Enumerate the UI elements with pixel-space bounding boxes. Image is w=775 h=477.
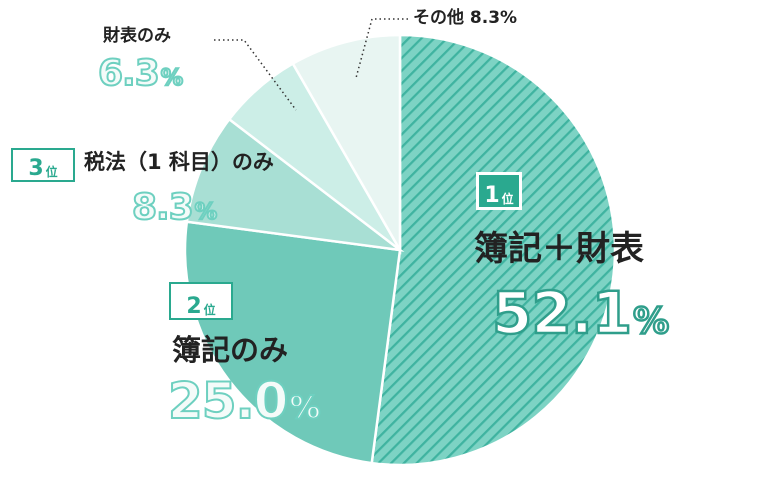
slice-other (291, 33, 402, 255)
value-unit: % (632, 301, 671, 342)
rank-number: 1 (484, 183, 500, 208)
rank-number: 3 (28, 156, 44, 181)
slice-boki-only (183, 220, 402, 465)
value-number: 52.1 (491, 279, 634, 347)
slice-value-boki-only: 25.0% (167, 375, 321, 427)
rank-badge-2: 2 位 (169, 282, 233, 320)
slice-label-other: その他 8.3% (413, 8, 518, 28)
rank-badge-1: 1 位 (476, 172, 522, 210)
slice-label-boki-zaihyo: 簿記＋財表 (474, 229, 644, 269)
slice-boki-zaihyo (370, 33, 617, 467)
slice-value-zaihyo-only: 6.3% (97, 53, 184, 94)
leader-line-other (355, 18, 408, 79)
value-number: 8.3 (131, 187, 195, 228)
value-number: 6.3 (97, 53, 161, 94)
value-number: 25.0 (167, 372, 289, 430)
leader-line-zaihyo (214, 39, 297, 111)
rank-word: 位 (501, 192, 514, 206)
value-unit: % (194, 199, 218, 225)
slice-value-zeiho: 8.3% (131, 187, 218, 228)
rank-badge-3: 3 位 (11, 148, 75, 182)
slice-zeiho (185, 117, 405, 252)
rank-word: 位 (203, 303, 216, 317)
rank-number: 2 (186, 294, 202, 319)
rank-word: 位 (45, 165, 58, 179)
slice-label-zaihyo-only: 財表のみ (103, 26, 171, 46)
slice-label-boki-only: 簿記のみ (172, 333, 289, 367)
value-unit: % (160, 65, 184, 91)
value-unit: % (288, 390, 321, 426)
slice-label-zeiho: 税法（1 科目）のみ (84, 150, 274, 174)
slice-value-boki-zaihyo: 52.1% (491, 283, 671, 344)
